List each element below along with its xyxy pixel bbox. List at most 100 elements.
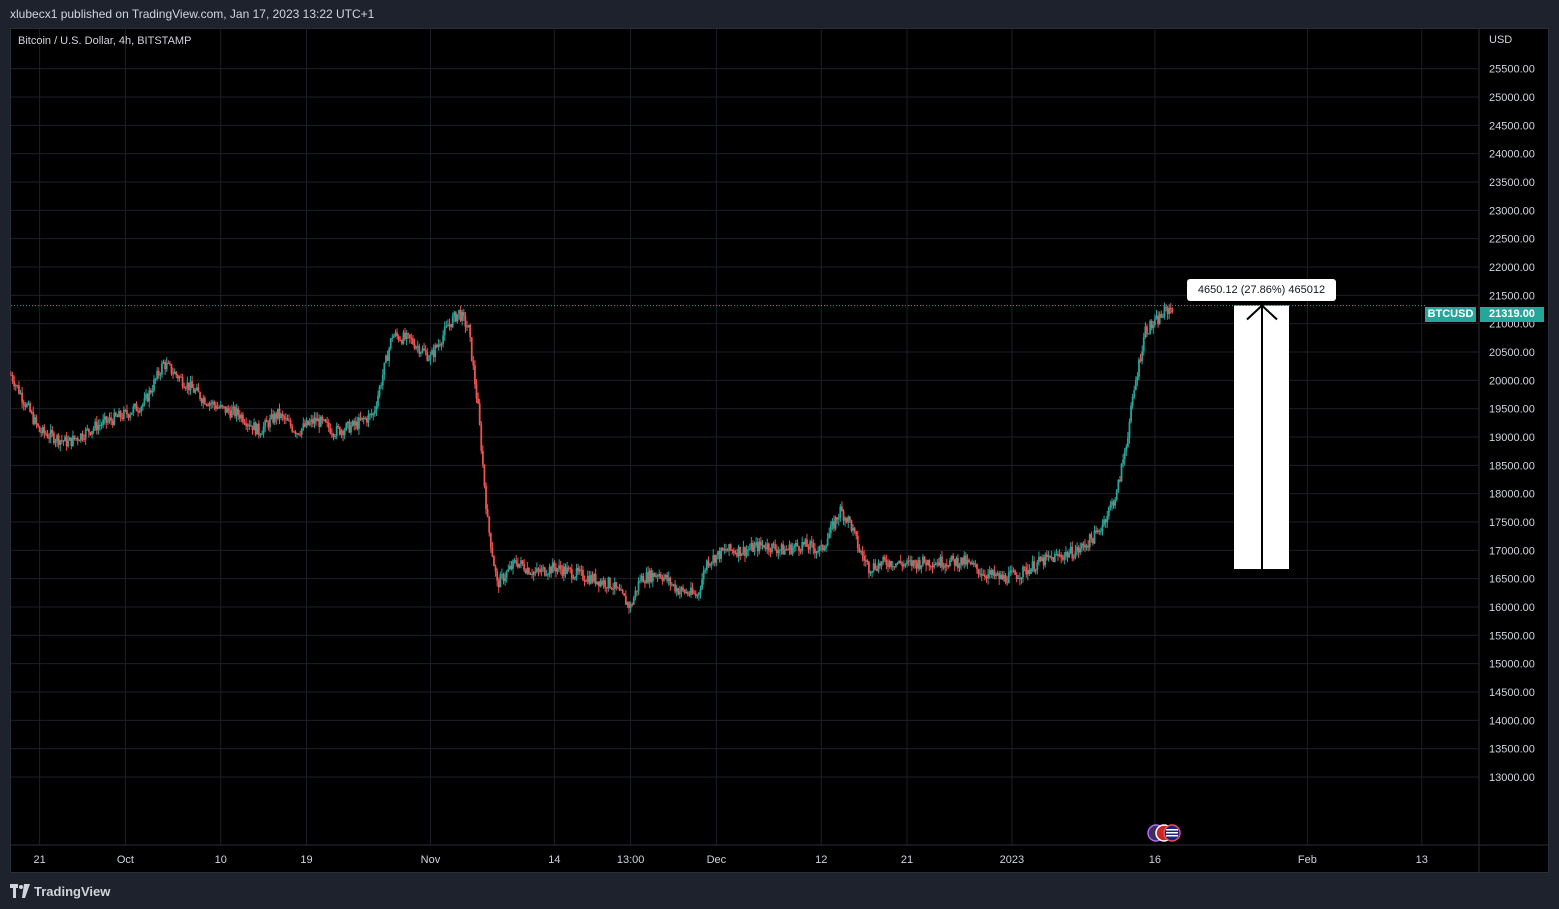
candle-body-down — [210, 403, 213, 405]
candle-body-up — [1163, 306, 1166, 317]
candle-body-down — [475, 384, 478, 399]
candle-body-down — [48, 437, 51, 439]
candle-body-up — [130, 412, 133, 415]
candle-body-up — [655, 575, 657, 577]
candle-body-down — [767, 543, 770, 551]
candle-body-up — [1058, 554, 1061, 556]
footer-brand[interactable]: TradingView — [10, 880, 110, 902]
candle-body-up — [108, 417, 111, 421]
candle-body-up — [75, 438, 78, 440]
candle-body-up — [801, 541, 804, 552]
candle-body-up — [658, 574, 661, 577]
candle-body-up — [825, 545, 827, 548]
event-flags-icon[interactable] — [1146, 823, 1188, 843]
candle-body-up — [944, 564, 947, 568]
y-tick-label: 18500.00 — [1489, 460, 1535, 472]
candle-body-up — [1153, 318, 1156, 326]
candle-body-up — [102, 419, 105, 425]
candle-body-down — [126, 410, 128, 415]
candle-body-down — [251, 425, 254, 431]
candle-body-down — [798, 546, 800, 551]
candle-body-down — [483, 464, 486, 486]
candle-body-down — [1057, 554, 1059, 556]
candle-body-down — [494, 566, 497, 572]
candle-body-down — [744, 546, 746, 556]
candle-body-down — [176, 375, 179, 379]
candle-body-down — [1006, 582, 1009, 584]
candle-body-up — [1161, 316, 1164, 318]
candle-body-up — [535, 568, 538, 572]
candle-body-up — [678, 591, 681, 595]
candle-body-up — [620, 589, 622, 591]
candle-body-down — [868, 562, 870, 574]
candle-body-up — [394, 332, 397, 336]
candle-body-up — [335, 425, 338, 437]
candle-body-down — [459, 309, 462, 321]
candle-body-down — [170, 364, 173, 374]
candle-body-down — [224, 406, 227, 413]
candle-body-up — [512, 560, 514, 569]
candle-body-down — [1098, 530, 1101, 532]
candle-body-down — [850, 520, 853, 531]
candle-body-down — [1015, 574, 1018, 579]
candle-body-down — [617, 587, 619, 589]
candle-body-up — [586, 575, 589, 582]
candle-body-down — [1039, 556, 1042, 562]
candle-body-down — [945, 564, 948, 566]
y-tick-label: 16000.00 — [1489, 602, 1535, 614]
candle-body-up — [634, 590, 637, 598]
candle-body-down — [470, 337, 473, 361]
candle-body-up — [664, 574, 667, 578]
candle-body-down — [594, 573, 597, 584]
candle-body-up — [551, 562, 554, 573]
candle-body-down — [666, 574, 669, 581]
candle-body-up — [745, 550, 748, 556]
candle-body-up — [443, 326, 446, 336]
candle-body-up — [86, 428, 89, 430]
candle-body-down — [759, 541, 762, 546]
candle-body-up — [1093, 530, 1096, 544]
candle-body-down — [528, 567, 530, 575]
candle-body-up — [378, 386, 381, 396]
candle-body-down — [736, 552, 738, 557]
last-price-tag: 21319.00 — [1480, 307, 1544, 322]
candle-body-down — [721, 547, 724, 551]
candle-body-up — [313, 417, 316, 424]
candle-body-up — [145, 394, 147, 399]
candle-body-down — [752, 543, 754, 552]
candle-body-down — [386, 355, 389, 361]
candle-body-up — [574, 576, 576, 579]
candle-body-down — [618, 587, 621, 591]
x-tick-label: 12 — [815, 854, 827, 866]
candle-body-up — [696, 595, 699, 597]
candle-body-down — [477, 398, 479, 404]
candle-body-down — [275, 413, 278, 419]
publish-header: xlubecx1 published on TradingView.com, J… — [0, 0, 1559, 28]
candle-body-down — [181, 376, 184, 387]
candle-body-up — [232, 406, 235, 410]
candle-body-up — [1017, 578, 1020, 580]
candle-body-down — [327, 422, 330, 428]
chart-frame[interactable] — [10, 28, 1549, 873]
candle-body-up — [593, 573, 595, 582]
candle-body-up — [380, 385, 383, 387]
candle-body-up — [402, 332, 405, 344]
candle-body-up — [100, 424, 103, 426]
candle-body-up — [869, 572, 872, 574]
symbol-description[interactable]: Bitcoin / U.S. Dollar, 4h, BITSTAMP — [18, 35, 192, 47]
y-tick-label: 13500.00 — [1489, 744, 1535, 756]
candle-body-down — [947, 565, 950, 567]
published-text: xlubecx1 published on TradingView.com, J… — [10, 7, 375, 21]
candle-body-up — [235, 408, 238, 417]
candle-body-up — [837, 517, 840, 520]
y-tick-label: 17500.00 — [1489, 517, 1535, 529]
candle-body-up — [153, 379, 155, 391]
candle-body-up — [1079, 548, 1082, 553]
candle-body-down — [550, 566, 553, 573]
candle-body-down — [304, 423, 306, 427]
candle-body-down — [713, 555, 716, 563]
x-tick-label: Dec — [707, 854, 727, 866]
candle-body-down — [677, 588, 680, 595]
candle-body-up — [755, 542, 758, 546]
